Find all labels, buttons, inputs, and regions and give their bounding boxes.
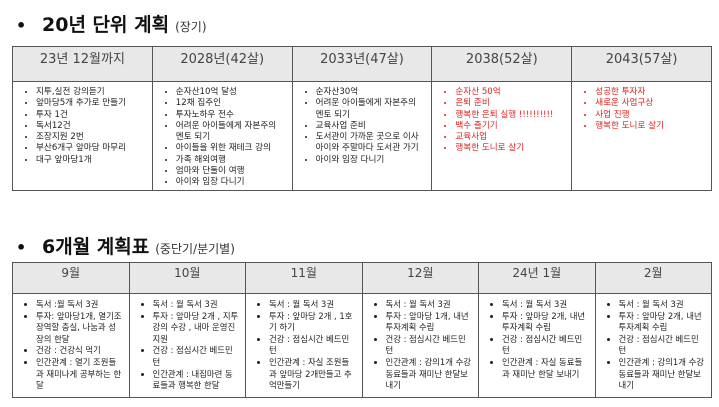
item-list: 독서 : 월 독서 3권투자 : 앞마당 2개 , 1호기 하기건강 : 점심시… (253, 299, 357, 392)
column-header: 11월 (245, 262, 363, 294)
list-item: 투자노하우 전수 (176, 110, 287, 121)
list-item: 성공한 투자자 (595, 87, 706, 98)
list-item: 사업 진행 (595, 110, 706, 121)
column-cell: 독서 : 월 독서 3권투자 : 앞마당 1개, 내년 투자계획 수립건강 : … (361, 293, 479, 398)
list-item: 순자산10억 달성 (176, 87, 287, 98)
column-header: 2033년(47살) (291, 46, 433, 82)
list-item: 앞마당5개 추가로 만들기 (36, 98, 147, 109)
list-item: 순자산30억 (316, 87, 427, 98)
list-item: 어려운 아이들에게 자본주의 멘토 되기 (176, 121, 287, 144)
column-header: 10월 (128, 262, 246, 294)
item-list: 순자산 50억은퇴 준비행복한 은퇴 실행 !!!!!!!!!!백수 즐기기교육… (439, 87, 566, 155)
item-list: 독서 : 월 독서 3권투자 : 앞마당 2개 , 지투 강의 수강 , 내마 … (137, 299, 241, 392)
long-term-table: 23년 12월까지 2028년(42살) 2033년(47살) 2038(52살) 20… (12, 46, 712, 191)
list-item: 독서 : 월 독서 3권 (386, 299, 474, 311)
list-item: 건강 : 건강식 먹기 (36, 345, 124, 357)
list-item: 아이들을 위한 재테크 강의 (176, 143, 287, 154)
list-item: 인간관계 : 자실 동료들과 재미난 한달 보내기 (502, 357, 590, 380)
list-item: 투자 : 앞마당 1개, 내년 투자계획 수립 (386, 311, 474, 334)
long-term-title: 20년 단위 계획 (42, 14, 170, 36)
column-header: 12월 (361, 262, 479, 294)
item-list: 지투,실전 강의듣기앞마당5개 추가로 만들기투자 1건독서12건조장지원 2번… (20, 87, 147, 166)
item-list: 성공한 투자자새로운 사업구상사업 진행행복한 도니로 살기 (579, 87, 706, 132)
column-cell: 독서 : 월 독서 3권투자 : 앞마당 2개 , 1호기 하기건강 : 점심시… (245, 293, 363, 398)
list-item: 교육사업 (455, 132, 566, 143)
list-item: 건강 : 점심시간 베드민턴 (269, 334, 357, 357)
list-item: 투자 : 앞마당 2개 , 1호기 하기 (269, 311, 357, 334)
column-cell: 독서 : 월 독서 3권투자 : 앞마당 2개, 내년 투자계획 수립건강 : … (478, 293, 596, 398)
column-cell: 독서 : 월 독서 3권투자 : 앞마당 2개 , 지투 강의 수강 , 내마 … (128, 293, 246, 398)
item-list: 순자산30억어려운 아이들에게 자본주의 멘토 되기교육사업 준비도서관이 가까… (300, 87, 427, 166)
six-month-heading: • 6개월 계획표 (중단기/분기별) (16, 232, 235, 259)
column-cell: 순자산 50억은퇴 준비행복한 은퇴 실행 !!!!!!!!!!백수 즐기기교육… (431, 81, 573, 191)
column-header: 2월 (594, 262, 712, 294)
list-item: 인간관계 : 강의1개 수강 동료들과 재미난 한달보내기 (619, 357, 707, 392)
item-list: 독서 : 월 독서 3권투자 : 앞마당 2개, 내년 투자계획 수립건강 : … (486, 299, 590, 380)
list-item: 12채 집주인 (176, 98, 287, 109)
item-list: 독서 : 월 독서 3권투자 : 앞마당 1개, 내년 투자계획 수립건강 : … (370, 299, 474, 392)
list-item: 투자: 앞마당1개, 열기조장역할 충실, 나눔과 성장의 한달 (36, 311, 124, 346)
list-item: 투자 1건 (36, 110, 147, 121)
column-cell: 순자산30억어려운 아이들에게 자본주의 멘토 되기교육사업 준비도서관이 가까… (291, 81, 433, 191)
list-item: 교육사업 준비 (316, 121, 427, 132)
list-item: 독서 :월 독서 3권 (36, 299, 124, 311)
column-cell: 순자산10억 달성12채 집주인투자노하우 전수어려운 아이들에게 자본주의 멘… (151, 81, 293, 191)
list-item: 아이와 임장 다니기 (316, 155, 427, 166)
list-item: 독서 : 월 독서 3권 (502, 299, 590, 311)
list-item: 독서12건 (36, 121, 147, 132)
list-item: 건강 : 점심시간 베드민턴 (153, 345, 241, 368)
list-item: 인간관계 : 강의1개 수강 동료들과 재미난 한달보내기 (386, 357, 474, 392)
column-header: 24년 1월 (478, 262, 596, 294)
list-item: 어려운 아이들에게 자본주의 멘토 되기 (316, 98, 427, 121)
list-item: 행복한 은퇴 실행 !!!!!!!!!! (455, 110, 566, 121)
list-item: 인간관계 : 열기 조원들과 재미나게 공부하는 한달 (36, 357, 124, 392)
list-item: 엄마와 단둘이 여행 (176, 166, 287, 177)
list-item: 가족 해외여행 (176, 155, 287, 166)
long-term-heading: • 20년 단위 계획 (장기) (16, 10, 207, 37)
column-cell: 성공한 투자자새로운 사업구상사업 진행행복한 도니로 살기 (571, 81, 712, 191)
column-cell: 지투,실전 강의듣기앞마당5개 추가로 만들기투자 1건독서12건조장지원 2번… (12, 81, 153, 191)
column-header: 9월 (12, 262, 130, 294)
item-list: 순자산10억 달성12채 집주인투자노하우 전수어려운 아이들에게 자본주의 멘… (160, 87, 287, 189)
list-item: 독서 : 월 독서 3권 (153, 299, 241, 311)
list-item: 투자 : 앞마당 2개, 내년 투자계획 수립 (502, 311, 590, 334)
list-item: 건강 : 점심시간 베드민턴 (619, 334, 707, 357)
list-item: 대구 앞마당1개 (36, 155, 147, 166)
list-item: 순자산 50억 (455, 87, 566, 98)
list-item: 새로운 사업구상 (595, 98, 706, 109)
six-month-title: 6개월 계획표 (42, 236, 150, 258)
six-month-subtitle: (중단기/분기별) (155, 242, 235, 256)
list-item: 인간관계 : 내집마련 동료들과 행복한 한달 (153, 369, 241, 392)
item-list: 독서 :월 독서 3권투자: 앞마당1개, 열기조장역할 충실, 나눔과 성장의… (20, 299, 124, 392)
list-item: 은퇴 준비 (455, 98, 566, 109)
column-cell: 독서 :월 독서 3권투자: 앞마당1개, 열기조장역할 충실, 나눔과 성장의… (12, 293, 130, 398)
column-header: 2043(57살) (571, 46, 712, 82)
column-header: 2028년(42살) (151, 46, 293, 82)
column-header: 23년 12월까지 (12, 46, 153, 82)
list-item: 독서 : 월 독서 3권 (619, 299, 707, 311)
list-item: 건강 : 점심시간 베드민턴 (386, 334, 474, 357)
list-item: 독서 : 월 독서 3권 (269, 299, 357, 311)
bullet-icon: • (16, 16, 27, 35)
column-header: 2038(52살) (431, 46, 573, 82)
column-cell: 독서 : 월 독서 3권투자 : 앞마당 2개, 내년 투자계획 수립건강 : … (594, 293, 712, 398)
list-item: 투자 : 앞마당 2개 , 지투 강의 수강 , 내마 운영진 지원 (153, 311, 241, 346)
item-list: 독서 : 월 독서 3권투자 : 앞마당 2개, 내년 투자계획 수립건강 : … (603, 299, 707, 392)
list-item: 행복한 도니로 살기 (455, 143, 566, 154)
list-item: 백수 즐기기 (455, 121, 566, 132)
list-item: 건강 : 점심시간 베드민턴 (502, 334, 590, 357)
list-item: 조장지원 2번 (36, 132, 147, 143)
list-item: 도서관이 가까운 곳으로 이사 아이와 주말마다 도서관 가기 (316, 132, 427, 155)
list-item: 부산6개구 앞마당 마무리 (36, 143, 147, 154)
bullet-icon: • (16, 238, 27, 257)
list-item: 투자 : 앞마당 2개, 내년 투자계획 수립 (619, 311, 707, 334)
list-item: 인간관계 : 자실 조원들과 앞마당 2개만들고 추억만들기 (269, 357, 357, 392)
list-item: 아이와 임장 다니기 (176, 177, 287, 188)
long-term-subtitle: (장기) (175, 20, 207, 34)
list-item: 지투,실전 강의듣기 (36, 87, 147, 98)
list-item: 행복한 도니로 살기 (595, 121, 706, 132)
